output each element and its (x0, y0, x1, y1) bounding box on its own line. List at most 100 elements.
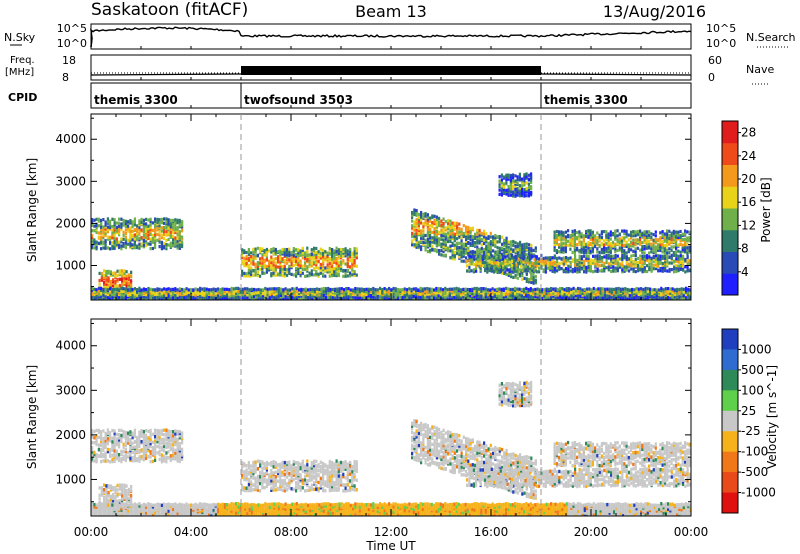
power-echo-cell (668, 255, 671, 259)
power-echo-cell (474, 241, 477, 245)
power-echo-cell (340, 250, 343, 254)
power-echo-cell (326, 255, 329, 259)
power-echo-cell (589, 235, 592, 239)
power-echo-cell (560, 257, 563, 261)
power-echo-cell (571, 229, 574, 233)
power-echo-cell (275, 292, 278, 296)
power-echo-cell (679, 254, 682, 258)
power-echo-cell (648, 268, 651, 272)
power-echo-cell (337, 269, 340, 273)
power-echo-cell (630, 242, 633, 246)
power-echo-cell (447, 221, 450, 225)
power-echo-cell (671, 295, 674, 299)
power-echo-cell (131, 297, 134, 300)
power-echo-cell (634, 270, 637, 274)
power-echo-cell (534, 278, 537, 282)
power-echo-cell (585, 270, 588, 274)
power-echo-cell (346, 274, 349, 278)
power-echo-cell (635, 286, 638, 291)
power-echo-cell (284, 292, 287, 296)
power-echo-cell (176, 239, 179, 243)
power-echo-cell (614, 253, 617, 258)
power-echo-cell (530, 172, 533, 176)
power-echo-cell (370, 297, 373, 300)
power-echo-cell (578, 234, 581, 238)
power-echo-cell (451, 241, 454, 245)
power-echo-cell (643, 247, 646, 251)
power-echo-cell (120, 225, 123, 229)
power-echo-cell (342, 274, 345, 278)
power-echo-cell (613, 293, 616, 297)
power-echo-cell (466, 295, 469, 299)
power-echo-cell (208, 294, 211, 298)
power-echo-cell (174, 223, 177, 227)
power-echo-cell (544, 263, 547, 267)
power-echo-cell (293, 297, 296, 300)
power-echo-cell (621, 253, 624, 258)
power-echo-cell (467, 235, 470, 239)
power-echo-cell (353, 255, 356, 259)
power-echo-cell (313, 267, 316, 271)
power-echo-cell (349, 251, 352, 255)
power-echo-cell (245, 250, 248, 255)
power-echo-cell (654, 245, 657, 249)
power-echo-cell (417, 246, 420, 250)
power-echo-cell (616, 234, 619, 238)
power-echo-cell (516, 252, 519, 256)
power-echo-cell (514, 184, 517, 188)
power-echo-cell (528, 280, 531, 284)
power-echo-cell (534, 287, 537, 292)
power-echo-cell (118, 229, 121, 233)
power-echo-cell (374, 289, 377, 294)
power-echo-cell (444, 234, 447, 238)
power-echo-cell (453, 254, 456, 258)
power-echo-cell (308, 262, 311, 266)
power-echo-cell (112, 281, 115, 285)
power-echo-cell (547, 291, 550, 295)
power-echo-cell (156, 220, 159, 224)
power-echo-cell (505, 251, 508, 255)
power-echo-cell (328, 251, 331, 255)
power-echo-cell (111, 246, 114, 251)
power-echo-cell (610, 259, 613, 263)
power-echo-cell (503, 249, 506, 254)
power-echo-cell (172, 218, 175, 222)
power-echo-cell (140, 220, 143, 224)
power-echo-cell (639, 237, 642, 242)
power-echo-cell (253, 297, 256, 300)
noise-right-tick-bottom: 10^0 (706, 37, 736, 50)
power-echo-cell (333, 259, 336, 263)
power-echo-cell (536, 290, 539, 294)
power-echo-cell (243, 250, 246, 255)
power-echo-cell (316, 289, 319, 293)
power-echo-cell (288, 258, 291, 262)
power-echo-cell (290, 263, 293, 267)
power-echo-cell (201, 290, 204, 294)
power-echo-cell (417, 220, 420, 224)
power-echo-cell (553, 248, 556, 252)
power-echo-cell (338, 287, 341, 291)
power-echo-cell (174, 296, 177, 300)
power-echo-cell (529, 287, 532, 291)
power-echo-cell (313, 273, 316, 277)
power-echo-cell (482, 291, 485, 295)
power-echo-cell (124, 290, 127, 294)
power-echo-cell (485, 246, 488, 250)
power-echo-cell (655, 264, 658, 268)
power-echo-cell (555, 250, 558, 255)
power-echo-cell (616, 262, 619, 266)
power-echo-cell (129, 234, 132, 238)
power-echo-cell (354, 296, 357, 300)
power-echo-cell (599, 289, 602, 293)
power-echo-cell (591, 250, 594, 254)
power-echo-cell (579, 297, 582, 300)
power-echo-cell (600, 247, 603, 251)
power-echo-cell (619, 265, 622, 269)
power-echo-cell (111, 288, 114, 292)
power-echo-cell (275, 289, 278, 293)
power-echo-cell (413, 212, 416, 217)
power-echo-cell (666, 251, 669, 255)
power-echo-cell (687, 293, 690, 297)
power-echo-cell (533, 262, 536, 266)
power-echo-cell (562, 233, 565, 238)
